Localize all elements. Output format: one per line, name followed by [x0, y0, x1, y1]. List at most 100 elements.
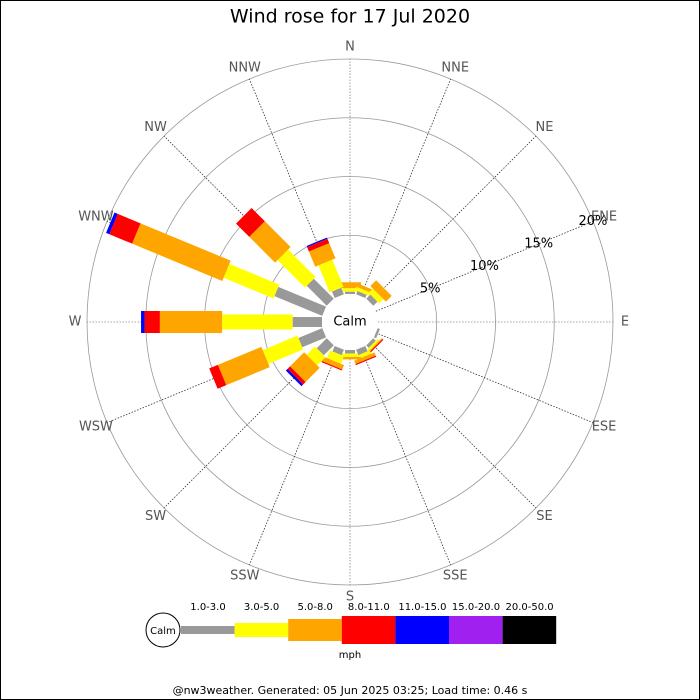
legend-label: 1.0-3.0 — [190, 602, 225, 613]
bar-segment — [109, 213, 141, 244]
bar-segment — [355, 286, 371, 296]
direction-label: NNW — [229, 60, 261, 75]
legend-label: 5.0-8.0 — [297, 602, 332, 613]
bar-segment — [373, 328, 380, 339]
legend-unit: mph — [339, 650, 361, 661]
bar-segment — [345, 291, 355, 294]
direction-label: E — [621, 315, 629, 330]
legend-swatch — [181, 626, 235, 634]
direction-label: ESE — [592, 420, 617, 435]
legend-swatch — [234, 623, 289, 637]
bar-segment — [326, 350, 344, 364]
bar-segment — [366, 294, 378, 306]
bar-segment — [298, 328, 327, 348]
bar-segment — [306, 237, 328, 248]
legend-swatch — [341, 616, 396, 644]
bar-segment — [236, 208, 265, 237]
ring-label: 15% — [524, 236, 553, 251]
bar-segment — [262, 335, 304, 364]
bar-segment — [141, 311, 145, 333]
legend-swatch — [288, 619, 342, 641]
spoke — [360, 78, 452, 297]
legend-label: 20.0-50.0 — [506, 602, 554, 613]
direction-label: WNW — [78, 209, 114, 224]
legend-label: 11.0-15.0 — [398, 602, 446, 613]
bar-segment — [331, 287, 344, 299]
bar-segment — [277, 249, 316, 288]
bar-segment — [274, 286, 327, 316]
bar-segment — [356, 345, 368, 356]
bar-segment — [318, 259, 344, 293]
calm-circle — [324, 296, 376, 348]
bar-segment — [353, 282, 375, 294]
ring-label: 5% — [420, 281, 441, 296]
direction-label: SSW — [230, 569, 260, 584]
bar-segment — [106, 212, 118, 235]
spoke — [369, 341, 537, 509]
legend-swatch — [395, 616, 449, 644]
legend-label: 8.0-11.0 — [348, 602, 390, 613]
bar-segment — [306, 346, 326, 366]
spoke — [375, 332, 594, 424]
bar-segment — [217, 346, 270, 386]
bar-segment — [321, 361, 343, 371]
spoke — [375, 220, 594, 312]
ring-label: 10% — [470, 259, 499, 274]
bar-segment — [339, 357, 361, 360]
bar-segment — [307, 238, 330, 252]
direction-label: N — [345, 40, 355, 55]
direction-label: S — [346, 590, 354, 605]
calm-label: Calm — [333, 315, 366, 330]
bar-segment — [308, 243, 336, 267]
legend-label: 15.0-20.0 — [452, 602, 500, 613]
bar-segment — [287, 366, 306, 385]
footer: @nw3weather. Generated: 05 Jun 2025 03:2… — [173, 684, 528, 697]
bar-segment — [209, 364, 227, 389]
bar-segment — [366, 338, 376, 348]
bar-segment — [342, 288, 358, 292]
bar-segment — [144, 311, 160, 333]
bar-segment — [132, 223, 231, 281]
bar-segment — [370, 280, 392, 302]
bar-segment — [366, 338, 383, 355]
bar-segment — [356, 290, 367, 299]
legend-calm-label: Calm — [150, 626, 176, 637]
spoke — [248, 347, 340, 566]
bar-segment — [249, 221, 291, 263]
legend-swatch — [449, 616, 503, 644]
direction-label: SW — [145, 509, 166, 524]
bar-segment — [285, 368, 304, 387]
bar-segment — [159, 311, 223, 333]
spoke — [360, 347, 452, 566]
direction-label: NW — [144, 120, 167, 135]
bar-segment — [345, 350, 355, 354]
bar-segment — [290, 352, 320, 382]
direction-label: WSW — [79, 420, 113, 435]
bar-segment — [321, 356, 345, 370]
spoke — [369, 135, 537, 303]
direction-label: SE — [536, 509, 552, 524]
direction-label: NE — [535, 120, 553, 135]
bar-segment — [332, 345, 344, 356]
ring-label: 20% — [579, 214, 608, 229]
bar-segment — [354, 352, 376, 365]
bar-segment — [292, 317, 322, 327]
bar-segment — [366, 338, 380, 352]
bar-segment — [367, 339, 384, 356]
direction-label: W — [69, 315, 82, 330]
bar-segment — [222, 314, 293, 330]
bar-segment — [223, 263, 280, 299]
bar-segment — [355, 355, 377, 366]
legend-label: 3.0-5.0 — [244, 602, 279, 613]
direction-label: NNE — [441, 60, 469, 75]
legend-swatch — [502, 616, 557, 644]
bar-segment — [316, 338, 334, 356]
bar-segment — [306, 278, 334, 306]
chart-title: Wind rose for 17 Jul 2020 — [230, 6, 470, 28]
direction-label: SSE — [443, 569, 468, 584]
legend-calm — [145, 612, 181, 648]
bar-segment — [368, 288, 384, 304]
bar-segment — [342, 353, 358, 358]
direction-label: ENE — [591, 209, 617, 224]
